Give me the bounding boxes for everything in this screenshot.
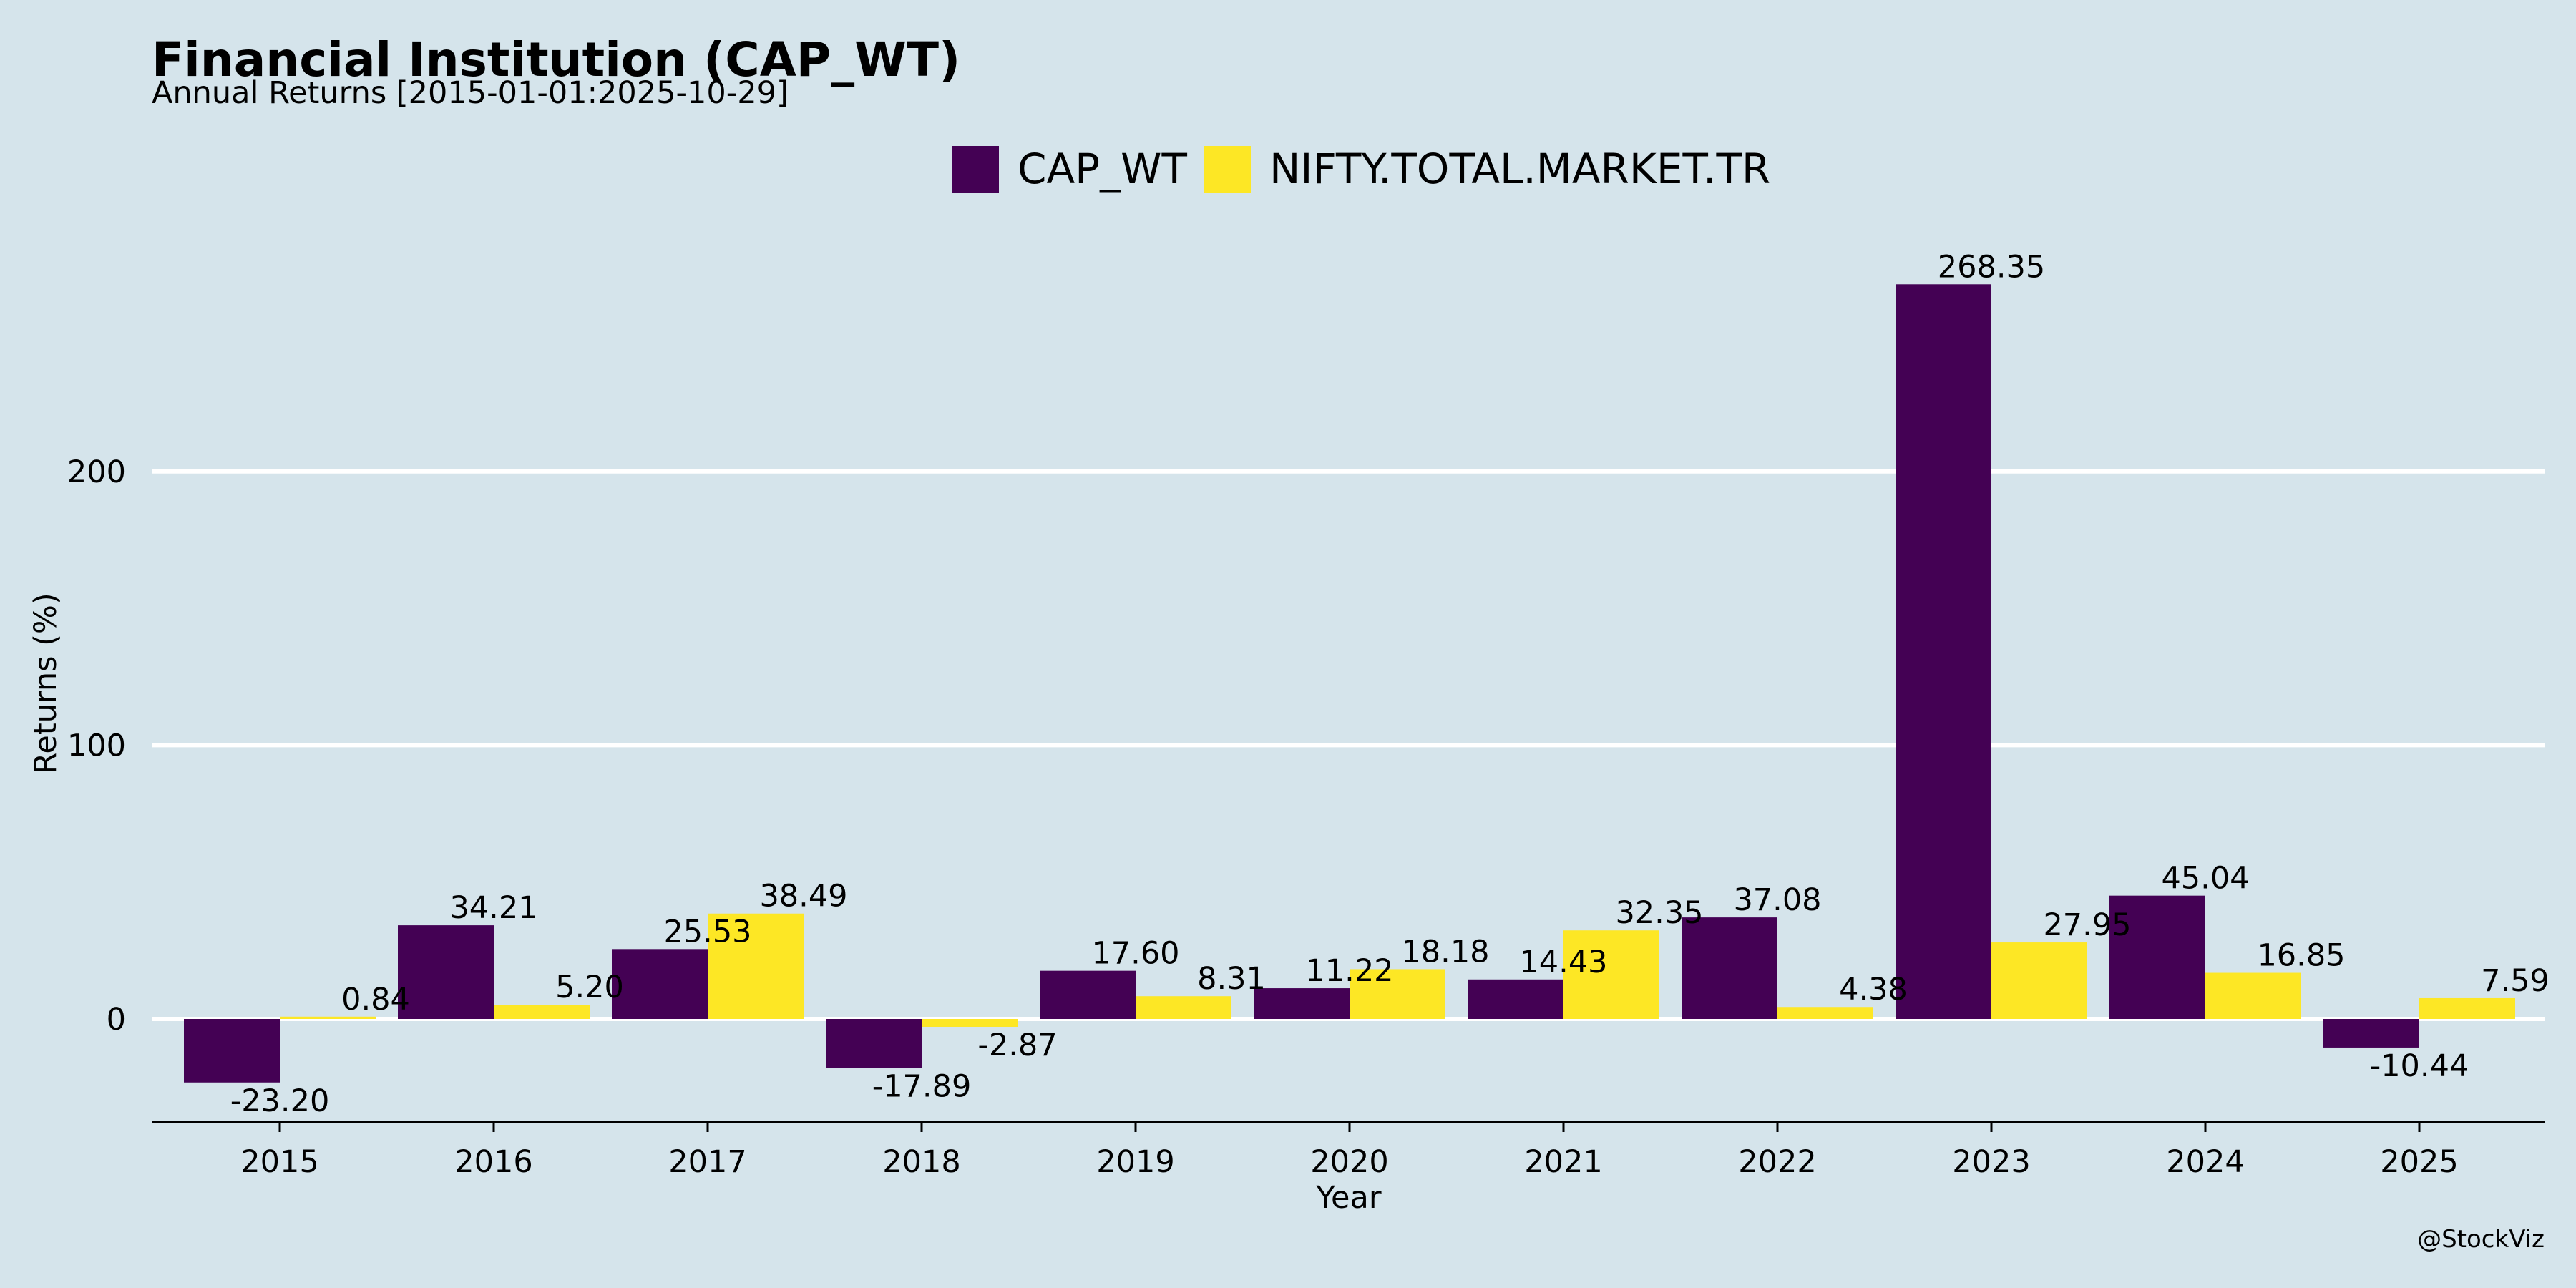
bar-nifty-2025	[2419, 997, 2515, 1019]
bar-cap-wt-2015	[184, 1019, 280, 1083]
data-label-nifty-2023: 27.95	[2043, 907, 2131, 943]
x-tick-label-2025: 2025	[2380, 1144, 2458, 1180]
data-label-cap-wt-2018: -17.89	[872, 1068, 972, 1104]
x-axis: 2015 2016 2017 2018 2019 2020 2021 2022 2023 2024…	[152, 1121, 2545, 1180]
data-label-cap-wt-2022: 37.08	[1733, 882, 1821, 918]
data-label-cap-wt-2021: 14.43	[1519, 945, 1607, 980]
chart-title: Financial Institution (CAP_WT)	[152, 32, 960, 87]
bar-cap-wt-2024	[2109, 895, 2205, 1019]
data-label-nifty-2025: 7.59	[2481, 963, 2550, 999]
bar-cap-wt-2019	[1040, 970, 1136, 1019]
legend-swatch-cap-wt	[952, 146, 999, 193]
x-tick-label-2023: 2023	[1952, 1144, 2030, 1180]
bars	[184, 284, 2515, 1083]
data-label-nifty-2020: 18.18	[1401, 934, 1489, 970]
data-label-cap-wt-2016: 34.21	[449, 890, 537, 926]
bar-cap-wt-2017	[612, 949, 708, 1019]
chart-subtitle: Annual Returns [2015-01-01:2025-10-29]	[152, 75, 789, 111]
x-tick-label-2016: 2016	[454, 1144, 532, 1180]
data-label-nifty-2021: 32.35	[1615, 895, 1703, 931]
x-tick-label-2021: 2021	[1524, 1144, 1602, 1180]
data-label-cap-wt-2019: 17.60	[1091, 936, 1179, 972]
bar-nifty-2019	[1136, 996, 1231, 1019]
bar-nifty-2016	[494, 1005, 590, 1019]
x-tick-label-2020: 2020	[1310, 1144, 1388, 1180]
x-tick-label-2015: 2015	[240, 1144, 318, 1180]
y-axis-label: Returns (%)	[28, 592, 64, 774]
bar-nifty-2023	[1991, 942, 2087, 1019]
y-tick-label: 0	[107, 1002, 126, 1038]
bar-cap-wt-2025	[2323, 1019, 2419, 1048]
y-axis-ticks: 0 100 200	[67, 454, 126, 1038]
bar-nifty-2015	[280, 1016, 376, 1019]
x-tick-label-2019: 2019	[1096, 1144, 1174, 1180]
data-label-cap-wt-2017: 25.53	[663, 914, 751, 950]
data-label-cap-wt-2024: 45.04	[2161, 861, 2249, 897]
x-tick-label-2017: 2017	[668, 1144, 746, 1180]
data-label-nifty-2017: 38.49	[759, 879, 847, 914]
bar-cap-wt-2020	[1254, 988, 1350, 1019]
x-axis-label: Year	[1315, 1180, 1381, 1216]
bar-nifty-2022	[1777, 1007, 1873, 1019]
legend-label-nifty: NIFTY.TOTAL.MARKET.TR	[1269, 145, 1770, 193]
bar-cap-wt-2023	[1896, 284, 1991, 1019]
data-label-cap-wt-2023: 268.35	[1938, 249, 2045, 285]
bar-nifty-2021	[1563, 930, 1659, 1019]
data-label-nifty-2019: 8.31	[1197, 961, 1266, 997]
data-label-nifty-2015: 0.84	[341, 982, 410, 1018]
legend-label-cap-wt: CAP_WT	[1018, 145, 1187, 193]
bar-nifty-2024	[2205, 972, 2301, 1019]
bar-cap-wt-2022	[1682, 917, 1777, 1019]
bar-cap-wt-2018	[826, 1019, 922, 1068]
data-label-nifty-2022: 4.38	[1839, 972, 1908, 1008]
y-tick-label: 100	[67, 728, 126, 763]
y-tick-label: 200	[67, 454, 126, 490]
data-label-nifty-2018: -2.87	[977, 1028, 1057, 1063]
bar-cap-wt-2021	[1468, 979, 1563, 1019]
bar-nifty-2018	[922, 1019, 1018, 1027]
bar-nifty-2020	[1350, 969, 1445, 1019]
watermark: @StockViz	[2417, 1225, 2545, 1254]
data-label-nifty-2024: 16.85	[2257, 938, 2345, 974]
data-label-cap-wt-2025: -10.44	[2370, 1048, 2469, 1084]
bar-cap-wt-2016	[398, 925, 494, 1019]
x-tick-label-2024: 2024	[2166, 1144, 2244, 1180]
x-tick-label-2022: 2022	[1738, 1144, 1816, 1180]
x-tick-label-2018: 2018	[882, 1144, 960, 1180]
data-label-cap-wt-2020: 11.22	[1305, 953, 1393, 989]
data-label-nifty-2016: 5.20	[555, 970, 624, 1005]
bar-nifty-2017	[708, 913, 804, 1019]
data-label-cap-wt-2015: -23.20	[230, 1083, 330, 1119]
legend: CAP_WT NIFTY.TOTAL.MARKET.TR	[952, 145, 1770, 193]
legend-swatch-nifty	[1204, 146, 1251, 193]
